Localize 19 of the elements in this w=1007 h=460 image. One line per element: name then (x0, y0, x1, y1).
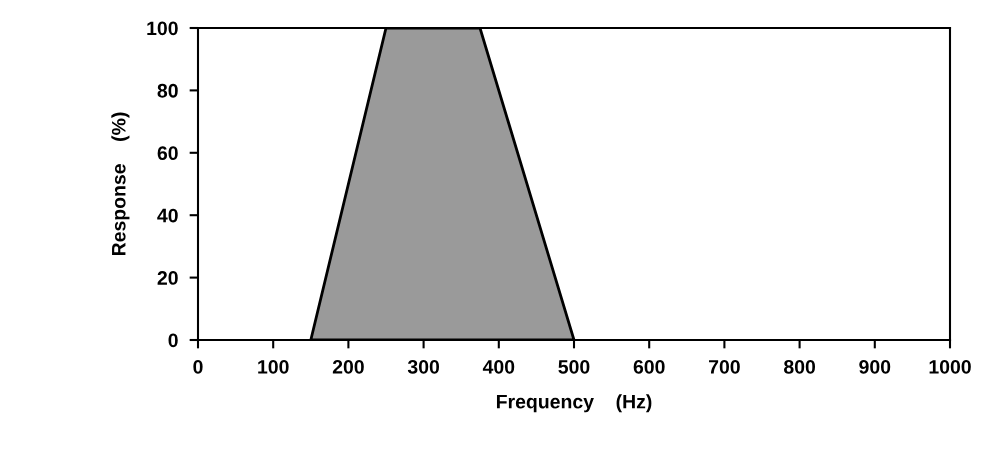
x-tick-label: 500 (558, 359, 590, 374)
x-tick-label: 900 (859, 359, 891, 374)
x-tick-label: 300 (407, 359, 440, 374)
x-tick-label: 200 (332, 359, 364, 374)
x-tick-label: 1000 (929, 359, 971, 374)
y-tick-label: 60 (157, 146, 178, 161)
x-tick-label: 0 (193, 359, 203, 374)
x-tick-label: 400 (482, 359, 515, 374)
y-tick-label: 0 (168, 333, 178, 348)
y-axis-title: Response (%) (111, 112, 130, 256)
x-tick-label: 600 (633, 359, 665, 374)
x-tick-label: 800 (784, 359, 816, 374)
y-tick-label: 40 (157, 208, 178, 223)
y-tick-label: 100 (147, 21, 178, 36)
y-tick-label: 20 (157, 271, 178, 285)
y-tick-label: 80 (157, 83, 178, 98)
x-tick-label: 700 (709, 359, 740, 374)
x-axis-title: Frequency (Hz) (496, 394, 652, 413)
x-tick-label: 100 (258, 359, 289, 374)
